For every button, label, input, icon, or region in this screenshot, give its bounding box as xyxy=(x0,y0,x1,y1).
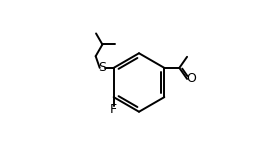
Text: F: F xyxy=(110,103,117,116)
Text: O: O xyxy=(186,72,196,86)
Text: S: S xyxy=(98,61,106,74)
